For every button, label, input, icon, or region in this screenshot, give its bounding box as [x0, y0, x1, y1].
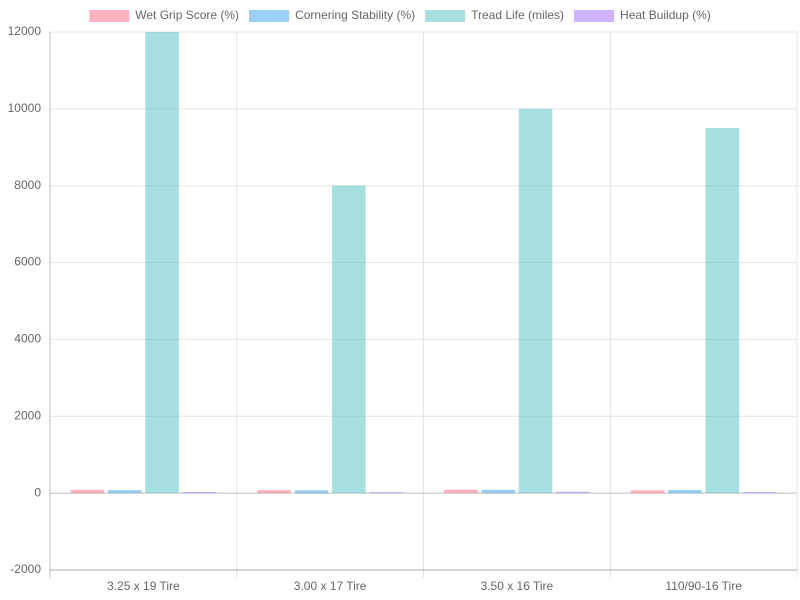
bar — [556, 491, 590, 494]
bar — [444, 489, 478, 494]
y-tick-label: 10000 — [8, 101, 42, 115]
bar — [107, 490, 142, 494]
legend-label: Cornering Stability (%) — [295, 8, 415, 22]
bar — [481, 489, 516, 494]
bar — [182, 491, 217, 494]
bar — [145, 32, 179, 494]
bar — [294, 490, 329, 494]
bar — [70, 489, 105, 494]
x-tick-label: 110/90-16 Tire — [665, 579, 742, 593]
legend-swatch — [249, 10, 290, 22]
y-tick-label: 12000 — [8, 24, 42, 38]
y-tick-label: 2000 — [14, 408, 41, 422]
x-tick-label: 3.25 x 19 Tire — [107, 579, 180, 593]
y-tick-label: 0 — [34, 485, 41, 499]
bar — [369, 492, 403, 494]
bar — [630, 490, 665, 494]
bar — [331, 185, 366, 494]
legend-label: Wet Grip Score (%) — [135, 8, 239, 22]
x-tick-label: 3.50 x 16 Tire — [481, 579, 554, 593]
bar — [257, 490, 291, 494]
y-tick-label: 4000 — [14, 332, 41, 346]
bar — [742, 492, 777, 494]
legend-label: Tread Life (miles) — [471, 8, 564, 22]
y-tick-label: 6000 — [14, 255, 41, 269]
legend-swatch — [425, 10, 466, 22]
bar — [705, 128, 740, 494]
legend-swatch — [89, 10, 130, 22]
x-tick-label: 3.00 x 17 Tire — [294, 579, 367, 593]
y-tick-label: -2000 — [10, 562, 41, 576]
legend-swatch — [574, 10, 615, 22]
y-tick-label: 8000 — [14, 178, 41, 192]
bar — [518, 108, 553, 494]
legend-label: Heat Buildup (%) — [620, 8, 711, 22]
bar — [668, 489, 702, 494]
